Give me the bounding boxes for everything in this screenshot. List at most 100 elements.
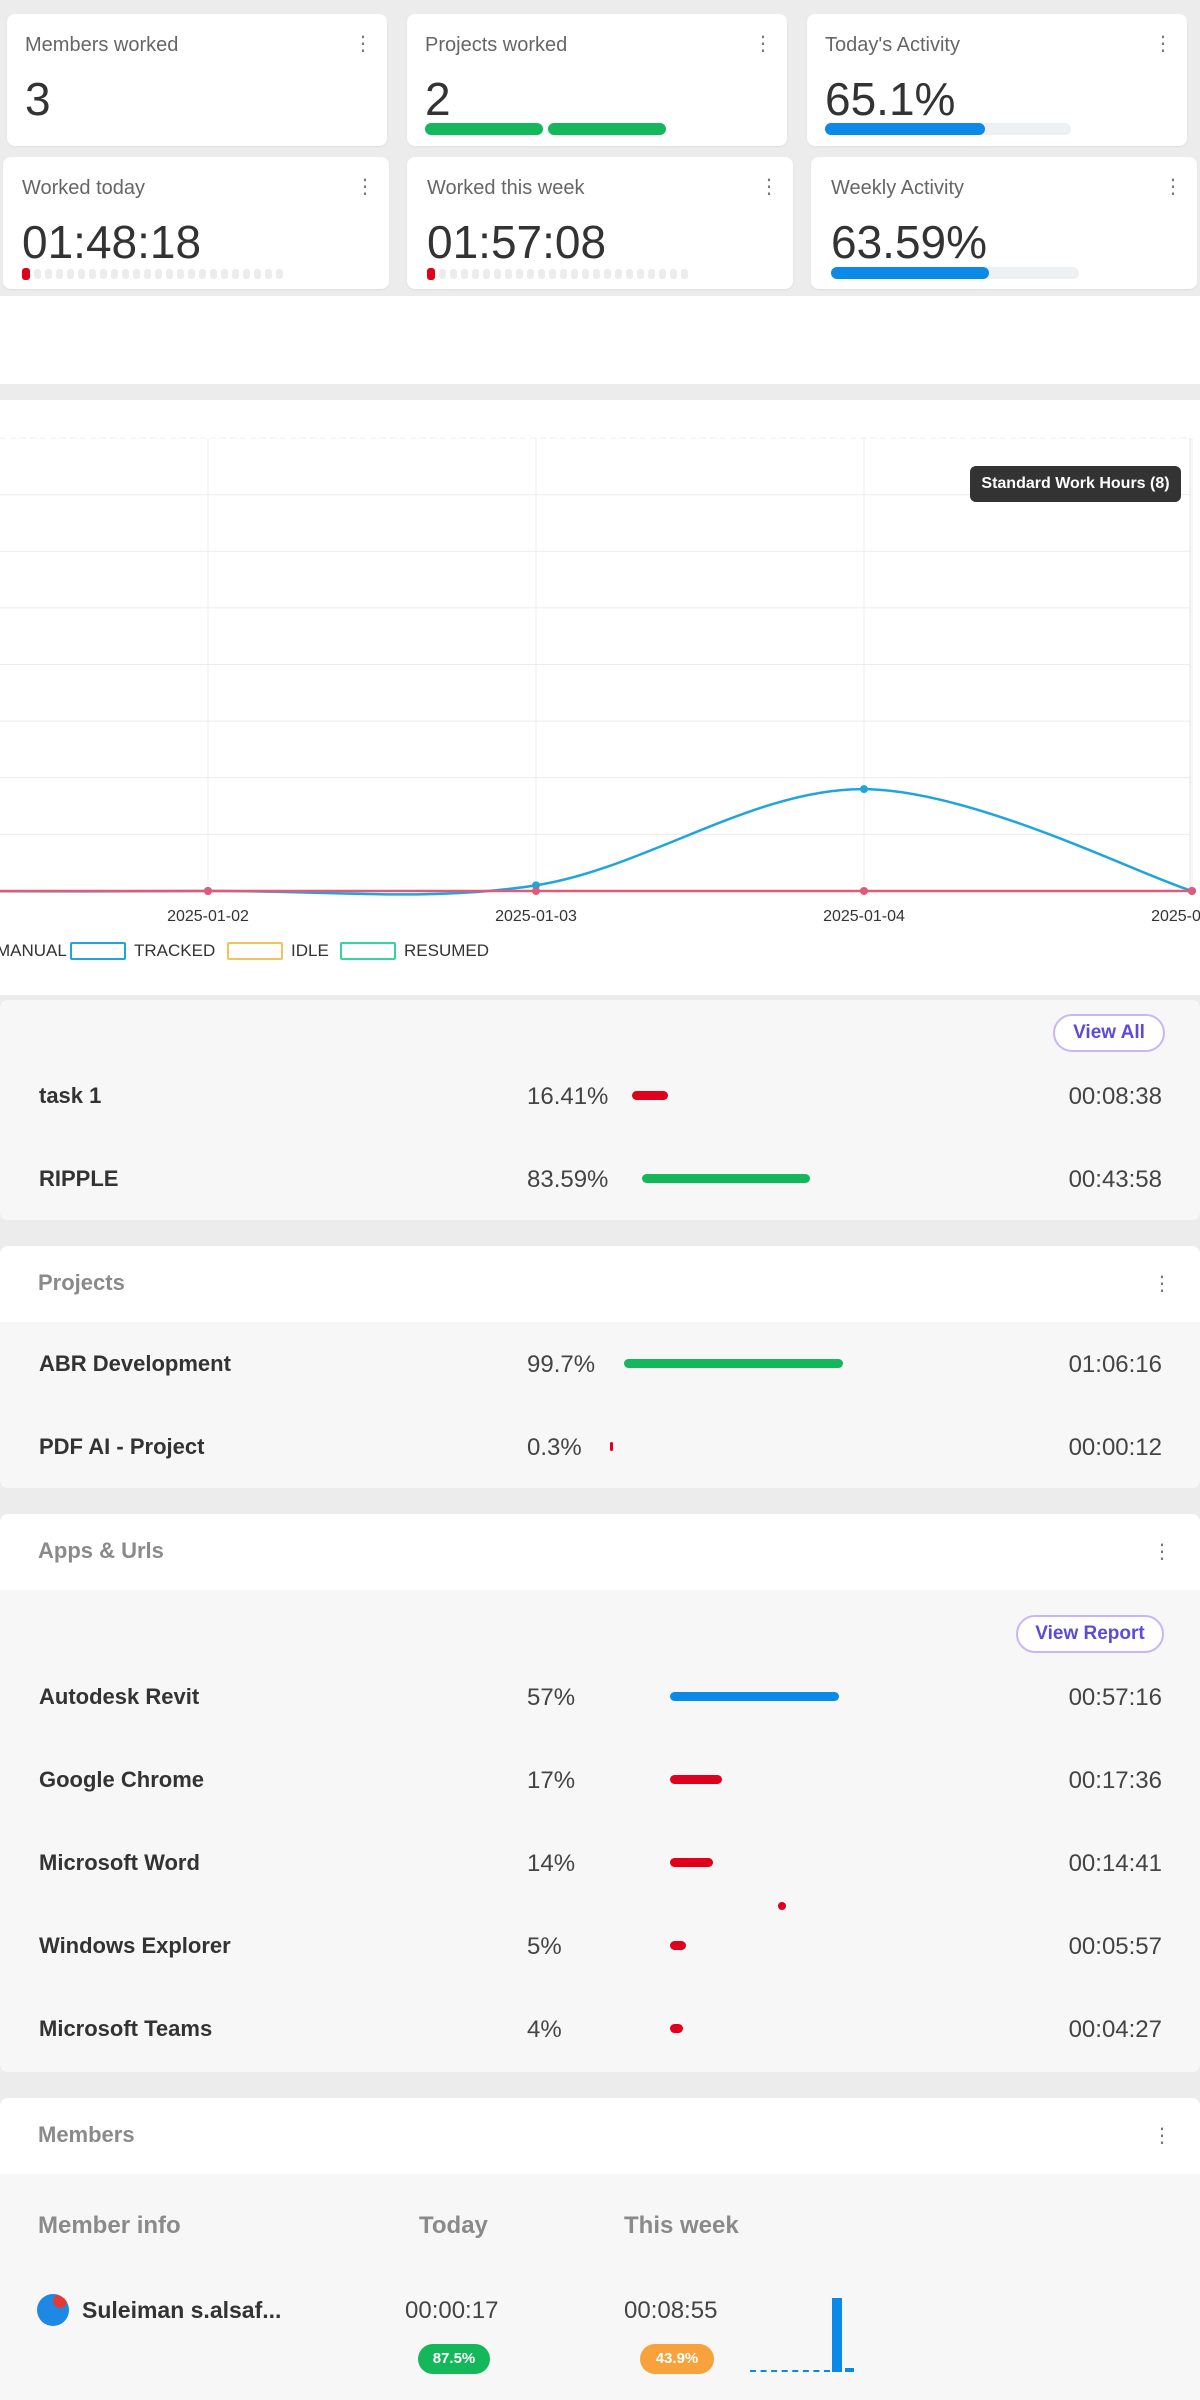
app-row[interactable]: Autodesk Revit 57% 00:57:16 — [0, 1676, 1200, 1716]
view-report-button[interactable]: View Report — [1016, 1615, 1164, 1653]
stat-value: 01:48:18 — [22, 216, 202, 268]
activity-line-chart: 2025-01-02 2025-01-03 2025-01-04 2025-01-05 — [0, 437, 1200, 925]
legend-swatch — [70, 942, 126, 960]
data-point-manual — [1188, 887, 1196, 895]
app-progress-bar — [670, 1692, 839, 1701]
app-percent: 17% — [527, 1767, 576, 1794]
more-options-icon[interactable] — [353, 34, 373, 54]
legend-swatch — [227, 942, 283, 960]
view-all-button[interactable]: View All — [1053, 1014, 1165, 1052]
stat-value: 2 — [425, 73, 451, 125]
app-time: 00:17:36 — [1068, 1767, 1162, 1794]
column-header-member-info[interactable]: Member info — [38, 2212, 181, 2239]
weekly-activity-card: Weekly Activity 63.59% — [811, 157, 1197, 289]
x-tick-label: 2025-01-03 — [495, 908, 577, 925]
worked-this-week-card: Worked this week 01:57:08 — [407, 157, 793, 289]
column-header-this-week[interactable]: This week — [624, 2212, 739, 2239]
stat-title: Weekly Activity — [831, 177, 964, 199]
column-header-today[interactable]: Today — [419, 2212, 488, 2239]
legend-swatch — [340, 942, 396, 960]
project-segment-bar — [548, 123, 666, 135]
app-name: Google Chrome — [39, 1767, 205, 1792]
panel-title: Projects — [38, 1270, 125, 1295]
task-progress-bar — [642, 1174, 810, 1183]
member-name[interactable]: Suleiman s.alsaf... — [82, 2297, 282, 2323]
app-name: Autodesk Revit — [39, 1684, 200, 1709]
app-time: 00:57:16 — [1068, 1684, 1162, 1711]
apps-panel-header: Apps & Urls — [0, 1514, 1200, 1590]
project-time: 00:00:12 — [1068, 1434, 1162, 1461]
projects-panel: Projects ABR Development 99.7% 01:06:16 … — [0, 1246, 1200, 1488]
more-options-icon[interactable] — [355, 177, 375, 197]
task-time: 00:08:38 — [1068, 1083, 1162, 1110]
app-time: 00:05:57 — [1068, 1933, 1162, 1960]
app-time: 00:04:27 — [1068, 2016, 1162, 2043]
app-row[interactable]: Microsoft Word 14% 00:14:41 — [0, 1842, 1200, 1882]
app-percent: 5% — [527, 1933, 562, 1960]
stat-title: Projects worked — [425, 34, 568, 56]
app-progress-bar — [670, 2024, 683, 2033]
activity-progress-fill — [825, 123, 986, 135]
data-point-manual — [532, 887, 540, 895]
app-name: Microsoft Teams — [39, 2016, 213, 2041]
series-line-tracked — [0, 787, 1193, 896]
activity-chart: 2025-01-02 2025-01-03 2025-01-04 2025-01-05… — [0, 400, 1200, 995]
panel-title: Apps & Urls — [38, 1538, 164, 1563]
more-options-icon[interactable] — [1163, 177, 1183, 197]
worked-today-card: Worked today 01:48:18 — [3, 157, 389, 289]
activity-progress-track — [831, 267, 1079, 279]
legend-label: IDLE — [291, 941, 329, 960]
stat-title: Worked today — [22, 177, 146, 199]
task-row[interactable]: task 1 16.41% 00:08:38 — [0, 1075, 1200, 1115]
members-panel-header: Members — [0, 2098, 1200, 2174]
member-row[interactable]: Suleiman s.alsaf... 00:00:17 87.5% 00:08… — [0, 2288, 1200, 2388]
app-percent: 57% — [527, 1684, 576, 1711]
x-tick-label: 2025-01-05 — [1151, 908, 1200, 925]
stat-value: 63.59% — [831, 216, 988, 268]
task-percent: 83.59% — [527, 1166, 609, 1193]
stat-title: Members worked — [25, 34, 179, 56]
more-options-icon[interactable] — [759, 177, 779, 197]
stat-title: Worked this week — [427, 177, 585, 199]
project-row[interactable]: ABR Development 99.7% 01:06:16 — [0, 1343, 1200, 1383]
more-options-icon[interactable] — [1152, 1274, 1172, 1294]
app-percent: 4% — [527, 2016, 562, 2043]
x-tick-label: 2025-01-04 — [823, 908, 905, 925]
legend-label: TRACKED — [134, 941, 216, 960]
project-percent: 99.7% — [527, 1351, 596, 1378]
member-weekly-sparkline — [750, 2298, 860, 2376]
avatar-status-dot — [53, 2294, 67, 2308]
filter-bar — [0, 296, 1200, 384]
sparkline-bar — [845, 2368, 854, 2372]
task-time: 00:43:58 — [1068, 1166, 1162, 1193]
x-tick-label: 2025-01-02 — [167, 908, 249, 925]
stat-value: 65.1% — [825, 73, 956, 125]
sparkline-bar — [832, 2298, 842, 2372]
legend-label: MANUAL — [0, 941, 67, 960]
app-row[interactable]: Google Chrome 17% 00:17:36 — [0, 1759, 1200, 1799]
more-options-icon[interactable] — [1152, 1542, 1172, 1562]
app-progress-bar — [670, 1858, 713, 1867]
todays-activity-card: Today's Activity 65.1% — [807, 14, 1187, 146]
app-progress-bar — [670, 1775, 722, 1784]
members-panel: Members Member info Today This week Sule… — [0, 2098, 1200, 2400]
data-point-tracked — [532, 881, 540, 890]
task-percent: 16.41% — [527, 1083, 609, 1110]
avatar[interactable] — [37, 2294, 69, 2326]
more-options-icon[interactable] — [1152, 2126, 1172, 2146]
app-row[interactable]: Windows Explorer 5% 00:05:57 — [0, 1925, 1200, 1965]
project-row[interactable]: PDF AI - Project 0.3% 00:00:12 — [0, 1426, 1200, 1466]
task-name: task 1 — [39, 1083, 102, 1108]
more-options-icon[interactable] — [753, 34, 773, 54]
legend-label: RESUMED — [404, 941, 490, 960]
member-week-activity-badge: 43.9% — [640, 2344, 714, 2374]
project-progress-bar — [624, 1359, 843, 1368]
app-row[interactable]: Microsoft Teams 4% 00:04:27 — [0, 2008, 1200, 2048]
task-row[interactable]: RIPPLE 83.59% 00:43:58 — [0, 1158, 1200, 1198]
more-options-icon[interactable] — [1153, 34, 1173, 54]
member-week-time: 00:08:55 — [624, 2297, 718, 2324]
app-name: Windows Explorer — [39, 1933, 231, 1958]
panel-title: Members — [38, 2122, 135, 2147]
chart-legend: MANUAL TRACKED IDLE RESUMED — [0, 939, 1200, 965]
project-name: PDF AI - Project — [39, 1434, 205, 1459]
